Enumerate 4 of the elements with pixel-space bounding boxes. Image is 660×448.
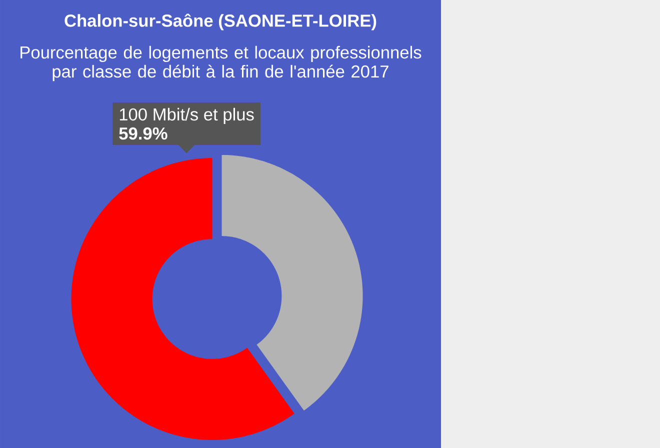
chart-title: Chalon-sur-Saône (SAONE-ET-LOIRE): [64, 14, 376, 30]
data-label: 59.9%: [119, 127, 168, 140]
slice-label: 100 Mbit/s et plus: [120, 108, 254, 124]
chart-subtitle: Pourcentage de logements et locaux professionnels par classe de débit à la fin de l'année 2017: [20, 46, 422, 82]
